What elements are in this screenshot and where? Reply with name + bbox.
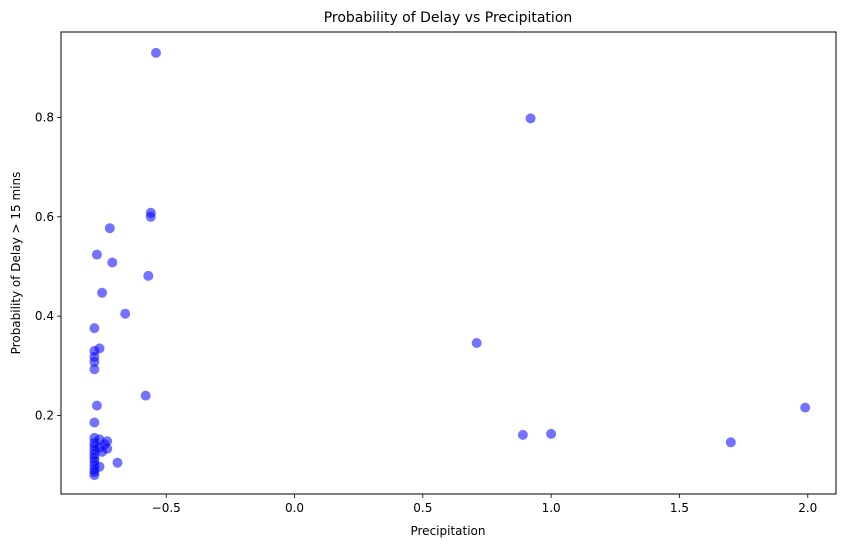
x-tick-label: 1.0 bbox=[542, 501, 561, 515]
x-axis-ticks: −0.5 0.0 0.5 1.0 1.5 2.0 bbox=[152, 494, 817, 515]
data-point bbox=[91, 249, 102, 260]
data-point bbox=[151, 47, 161, 58]
points-layer bbox=[89, 47, 811, 481]
data-point bbox=[104, 223, 115, 234]
data-point bbox=[546, 428, 557, 439]
x-tick-label: 0.5 bbox=[413, 501, 432, 515]
data-point bbox=[97, 446, 108, 457]
data-point bbox=[517, 429, 528, 440]
x-tick-label: −0.5 bbox=[152, 501, 181, 515]
data-point bbox=[89, 364, 100, 375]
data-point bbox=[145, 211, 156, 222]
data-point bbox=[725, 437, 736, 448]
y-axis-label: Probability of Delay > 15 mins bbox=[9, 172, 23, 355]
plot-area bbox=[61, 32, 836, 494]
data-point bbox=[120, 308, 131, 319]
y-tick-label: 0.4 bbox=[35, 309, 54, 323]
y-tick-label: 0.6 bbox=[35, 210, 54, 224]
plot-frame bbox=[60, 31, 837, 495]
data-point bbox=[89, 356, 100, 367]
data-point bbox=[471, 338, 482, 348]
data-point bbox=[107, 257, 118, 268]
y-tick-label: 0.2 bbox=[35, 409, 54, 423]
data-point bbox=[91, 400, 102, 411]
x-tick-label: 1.5 bbox=[670, 501, 689, 515]
data-point bbox=[89, 323, 100, 334]
y-axis-ticks: 0.2 0.4 0.6 0.8 bbox=[35, 110, 61, 423]
chart-title: Probability of Delay vs Precipitation bbox=[324, 10, 573, 26]
data-point bbox=[97, 287, 108, 298]
data-point bbox=[143, 270, 154, 281]
data-point bbox=[89, 470, 100, 481]
data-point bbox=[112, 457, 123, 468]
data-point bbox=[800, 402, 811, 413]
x-tick-label: 2.0 bbox=[798, 501, 817, 515]
x-axis-label: Precipitation bbox=[410, 524, 485, 538]
data-point bbox=[89, 417, 100, 428]
data-point bbox=[525, 113, 536, 124]
y-tick-label: 0.8 bbox=[35, 110, 54, 124]
data-point bbox=[140, 390, 151, 401]
x-tick-label: 0.0 bbox=[285, 501, 304, 515]
